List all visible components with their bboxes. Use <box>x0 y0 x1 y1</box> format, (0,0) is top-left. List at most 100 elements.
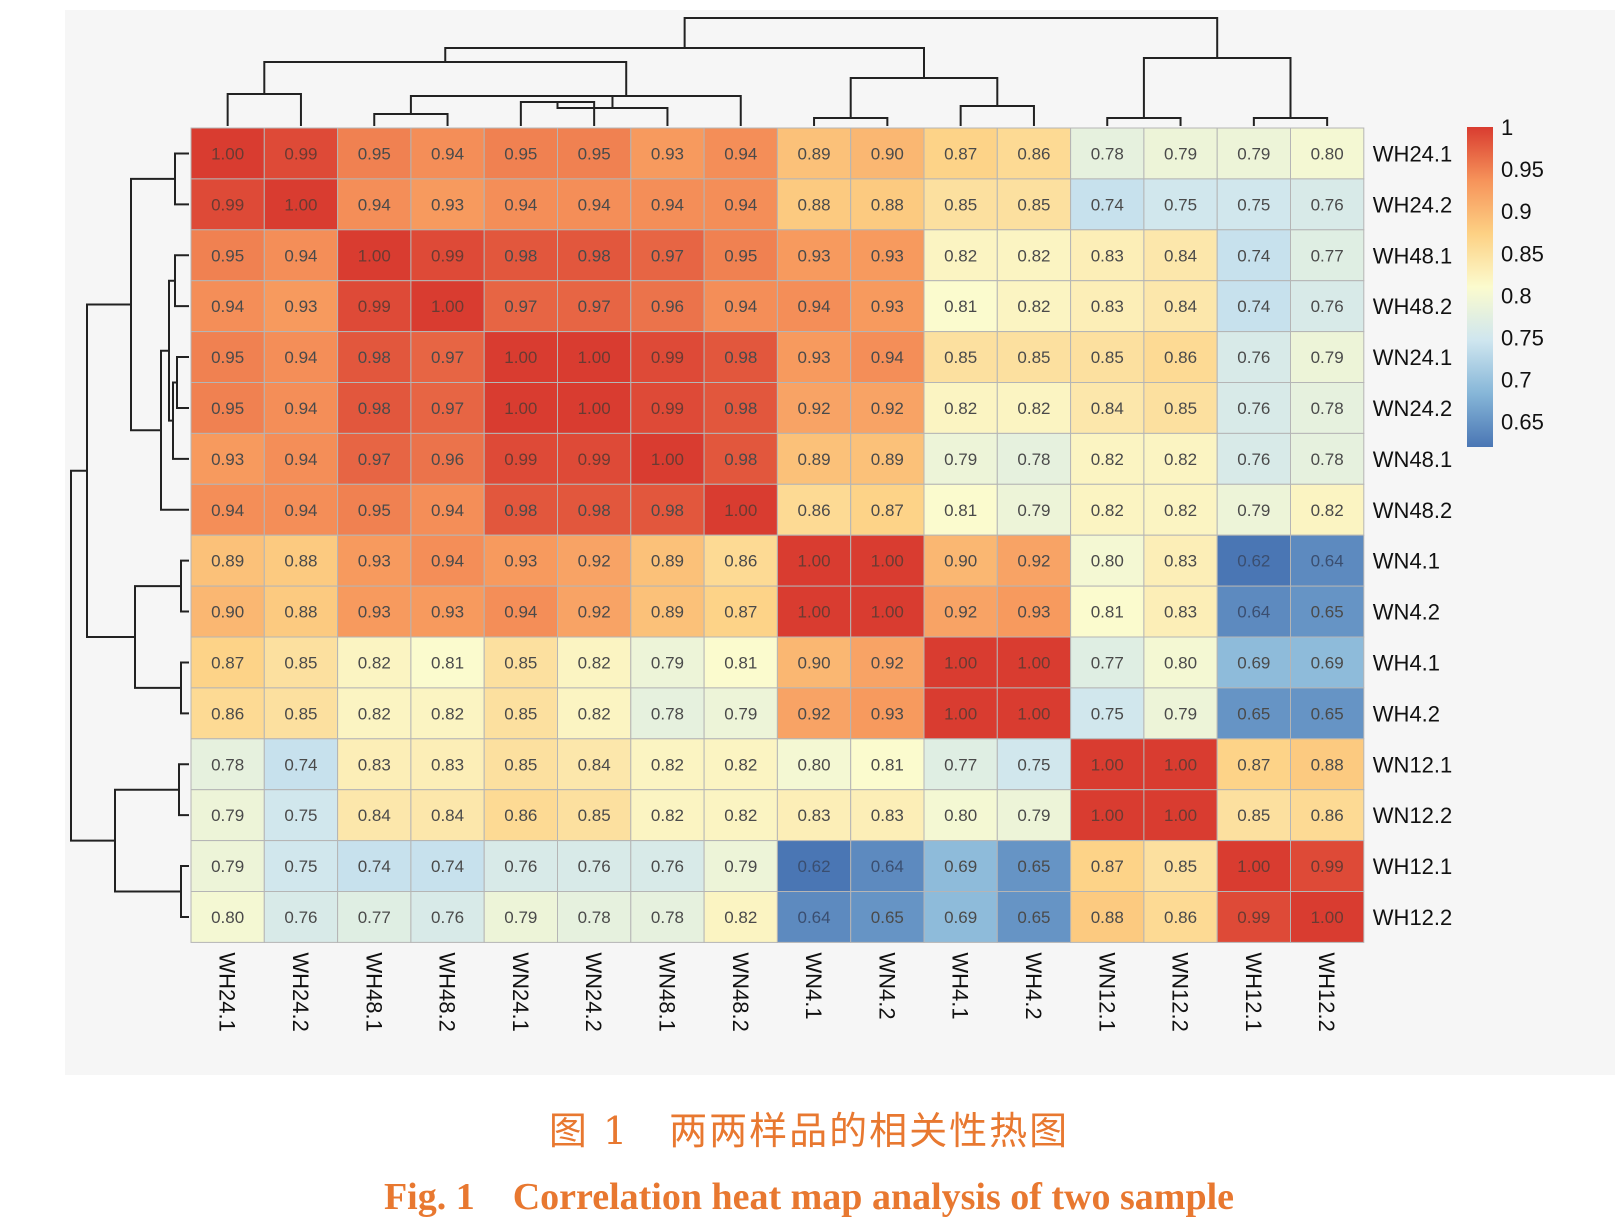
heatmap-cell <box>337 382 412 434</box>
heatmap-cell <box>263 840 339 892</box>
heatmap-cell <box>263 789 339 842</box>
heatmap-cell <box>630 891 705 943</box>
cell-value-label: 0.92 <box>578 603 611 622</box>
cell-value-label: 0.97 <box>431 399 464 418</box>
cell-value-label: 0.92 <box>871 653 904 672</box>
heatmap-cell <box>410 738 485 791</box>
row-label: WN12.1 <box>1373 752 1452 777</box>
cell-value-label: 0.94 <box>211 501 244 520</box>
caption-english: Fig. 1 Correlation heat map analysis of … <box>383 1176 1235 1218</box>
heatmap-cell <box>1143 127 1218 180</box>
heatmap-cell <box>776 178 852 231</box>
cell-value-label: 0.94 <box>504 603 537 622</box>
heatmap-cell <box>337 280 412 333</box>
heatmap-cell <box>630 636 705 689</box>
heatmap-cell <box>1290 585 1365 638</box>
heatmap-cell <box>1216 636 1291 689</box>
heatmap-cell <box>850 789 925 842</box>
dendrogram-branch <box>1142 57 1292 118</box>
cell-value-label: 0.76 <box>578 857 611 876</box>
cell-value-label: 0.82 <box>1017 297 1050 316</box>
column-label: WH4.2 <box>1021 952 1046 1019</box>
heatmap-cell <box>337 331 412 384</box>
heatmap-cell <box>483 229 559 282</box>
heatmap-cell <box>190 840 265 892</box>
cell-value-label: 0.88 <box>1311 755 1344 774</box>
cell-value-label: 0.98 <box>651 501 684 520</box>
cell-value-label: 0.95 <box>211 348 244 367</box>
heatmap-cell <box>776 891 852 943</box>
heatmap-cell <box>1290 687 1365 740</box>
cell-value-label: 0.74 <box>431 857 464 876</box>
cell-value-label: 0.75 <box>1017 755 1050 774</box>
cell-value-label: 0.93 <box>871 704 904 723</box>
cell-value-label: 0.88 <box>871 195 904 214</box>
cell-value-label: 0.62 <box>798 857 831 876</box>
cell-value-label: 0.79 <box>211 857 244 876</box>
heatmap-cell <box>850 840 925 892</box>
cell-value-label: 1.00 <box>944 653 977 672</box>
cell-value-label: 0.84 <box>431 806 464 825</box>
heatmap-cell <box>630 534 705 587</box>
heatmap-cell <box>263 280 339 333</box>
cell-value-label: 0.92 <box>798 399 831 418</box>
colorbar-tick-label: 0.75 <box>1501 326 1544 351</box>
cell-value-label: 0.89 <box>651 603 684 622</box>
heatmap-cell <box>850 585 925 638</box>
heatmap-cell <box>410 382 485 434</box>
cell-value-label: 0.81 <box>431 653 464 672</box>
dendrogram-branch <box>511 95 742 126</box>
heatmap-cell <box>630 382 705 434</box>
cell-value-label: 0.97 <box>578 297 611 316</box>
cell-value-label: 0.85 <box>1164 399 1197 418</box>
dendrogram-branch <box>1106 117 1182 126</box>
heatmap-cell <box>923 687 998 740</box>
dendrogram-branch <box>959 105 1035 126</box>
cell-value-label: 0.87 <box>211 653 244 672</box>
cell-value-label: 0.83 <box>1091 297 1124 316</box>
cell-value-label: 0.94 <box>431 501 464 520</box>
cell-value-label: 0.76 <box>431 908 464 927</box>
cell-value-label: 0.82 <box>578 704 611 723</box>
cell-value-label: 0.79 <box>1237 144 1270 163</box>
heatmap-cell <box>630 229 705 282</box>
cell-value-label: 0.69 <box>944 857 977 876</box>
cell-value-label: 0.94 <box>578 195 611 214</box>
dendrogram-branch <box>373 113 449 126</box>
cell-value-label: 0.82 <box>1311 501 1344 520</box>
cell-value-label: 0.83 <box>798 806 831 825</box>
heatmap-cell <box>776 382 852 434</box>
cell-value-label: 0.64 <box>1311 552 1344 571</box>
colorbar-tick-label: 1 <box>1501 115 1513 140</box>
cell-value-label: 0.82 <box>358 704 391 723</box>
cell-value-label: 0.74 <box>1237 246 1270 265</box>
heatmap-cell <box>190 432 265 485</box>
cell-value-label: 0.81 <box>1091 603 1124 622</box>
cell-value-label: 1.00 <box>431 297 464 316</box>
heatmap-cell <box>263 687 339 740</box>
cell-value-label: 0.88 <box>284 603 317 622</box>
cell-value-label: 0.69 <box>1311 653 1344 672</box>
cell-value-label: 0.79 <box>944 450 977 469</box>
heatmap-cell <box>263 636 339 689</box>
row-label: WH12.1 <box>1373 854 1452 879</box>
cell-value-label: 0.69 <box>944 908 977 927</box>
heatmap-cell <box>483 585 559 638</box>
cell-value-label: 0.86 <box>798 501 831 520</box>
heatmap-cell <box>850 534 925 587</box>
cell-value-label: 0.78 <box>1091 144 1124 163</box>
cell-value-label: 0.93 <box>1017 603 1050 622</box>
cell-value-label: 0.95 <box>211 399 244 418</box>
heatmap-cell <box>337 483 412 536</box>
cell-value-label: 1.00 <box>1017 704 1050 723</box>
heatmap-cell <box>263 891 339 943</box>
heatmap-cell <box>996 127 1072 180</box>
cell-value-label: 0.76 <box>504 857 537 876</box>
cell-value-label: 0.74 <box>1237 297 1270 316</box>
heatmap-cell <box>263 127 339 180</box>
cell-value-label: 0.87 <box>1237 755 1270 774</box>
cell-value-label: 0.76 <box>1237 348 1270 367</box>
dendrogram-branch <box>683 17 1219 58</box>
heatmap-cell <box>263 382 339 434</box>
cell-value-label: 0.97 <box>504 297 537 316</box>
